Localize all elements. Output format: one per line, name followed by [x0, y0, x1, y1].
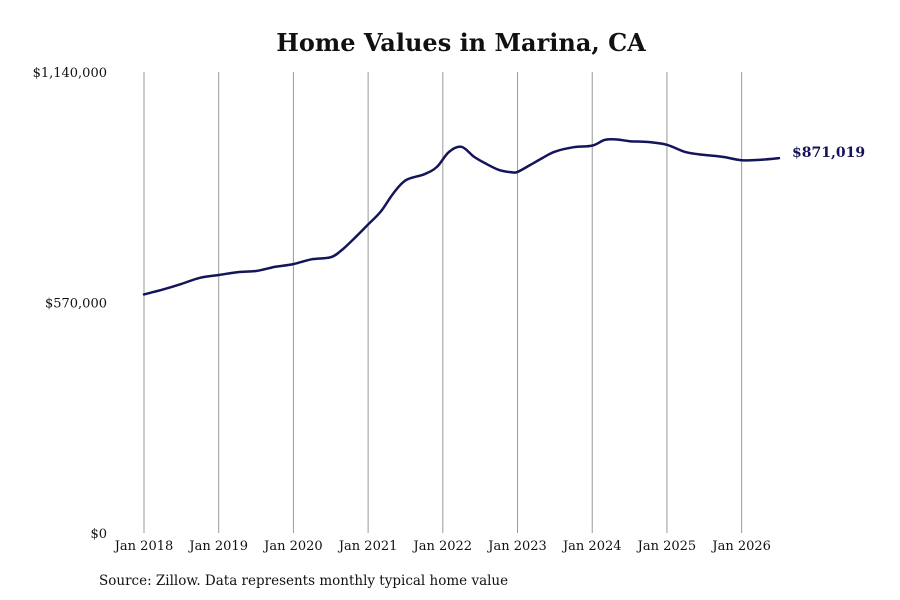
source-note: Source: Zillow. Data represents monthly …	[99, 573, 509, 589]
grid-lines	[143, 72, 743, 533]
x-tick-label: Jan 2025	[636, 539, 697, 554]
y-tick-label: $0	[90, 527, 107, 542]
series-layer	[142, 138, 781, 296]
end-label-layer: $871,019	[792, 145, 865, 161]
y-tick-label: $570,000	[45, 297, 107, 312]
x-axis: Jan 2018 Jan 2019 Jan 2020 Jan 2021 Jan 2022…	[113, 539, 771, 554]
y-tick-label: $1,140,000	[33, 66, 107, 81]
end-value-label: $871,019	[792, 145, 865, 161]
x-tick-label: Jan 2026	[710, 539, 771, 554]
x-tick-label: Jan 2024	[561, 539, 622, 554]
chart-title: Home Values in Marina, CA	[276, 28, 646, 57]
x-tick-label: Jan 2023	[486, 539, 547, 554]
x-tick-label: Jan 2020	[262, 539, 323, 554]
series-line	[142, 138, 781, 296]
x-tick-label: Jan 2021	[337, 539, 398, 554]
y-axis: $0 $570,000 $1,140,000	[33, 66, 107, 542]
x-tick-label: Jan 2022	[412, 539, 473, 554]
x-tick-label: Jan 2019	[187, 539, 248, 554]
x-tick-label: Jan 2018	[113, 539, 174, 554]
